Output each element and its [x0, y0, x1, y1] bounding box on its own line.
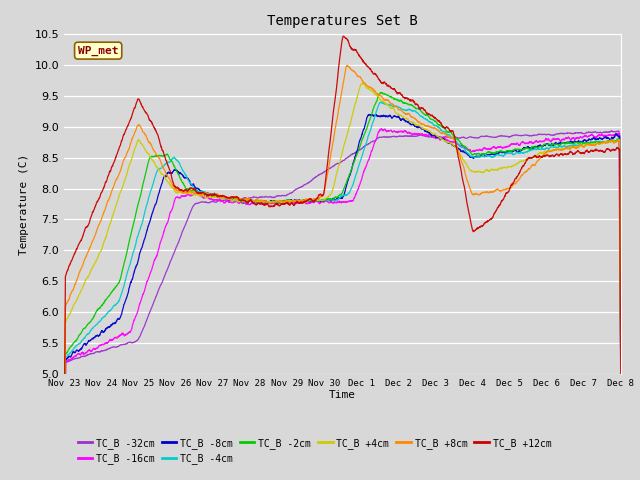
Title: Temperatures Set B: Temperatures Set B [267, 14, 418, 28]
Y-axis label: Temperature (C): Temperature (C) [19, 154, 29, 254]
Text: WP_met: WP_met [78, 46, 118, 56]
Legend: TC_B -32cm, TC_B -16cm, TC_B -8cm, TC_B -4cm, TC_B -2cm, TC_B +4cm, TC_B +8cm, T: TC_B -32cm, TC_B -16cm, TC_B -8cm, TC_B … [74, 434, 556, 468]
X-axis label: Time: Time [329, 390, 356, 400]
